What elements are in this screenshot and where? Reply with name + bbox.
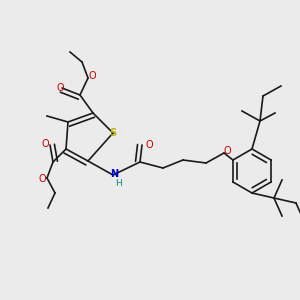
Text: O: O (223, 146, 231, 156)
Text: O: O (88, 71, 96, 81)
Text: O: O (41, 139, 49, 149)
Text: O: O (38, 174, 46, 184)
Text: O: O (56, 83, 64, 93)
Text: N: N (110, 169, 118, 179)
Text: H: H (115, 179, 122, 188)
Text: S: S (110, 128, 117, 138)
Text: O: O (145, 140, 153, 150)
